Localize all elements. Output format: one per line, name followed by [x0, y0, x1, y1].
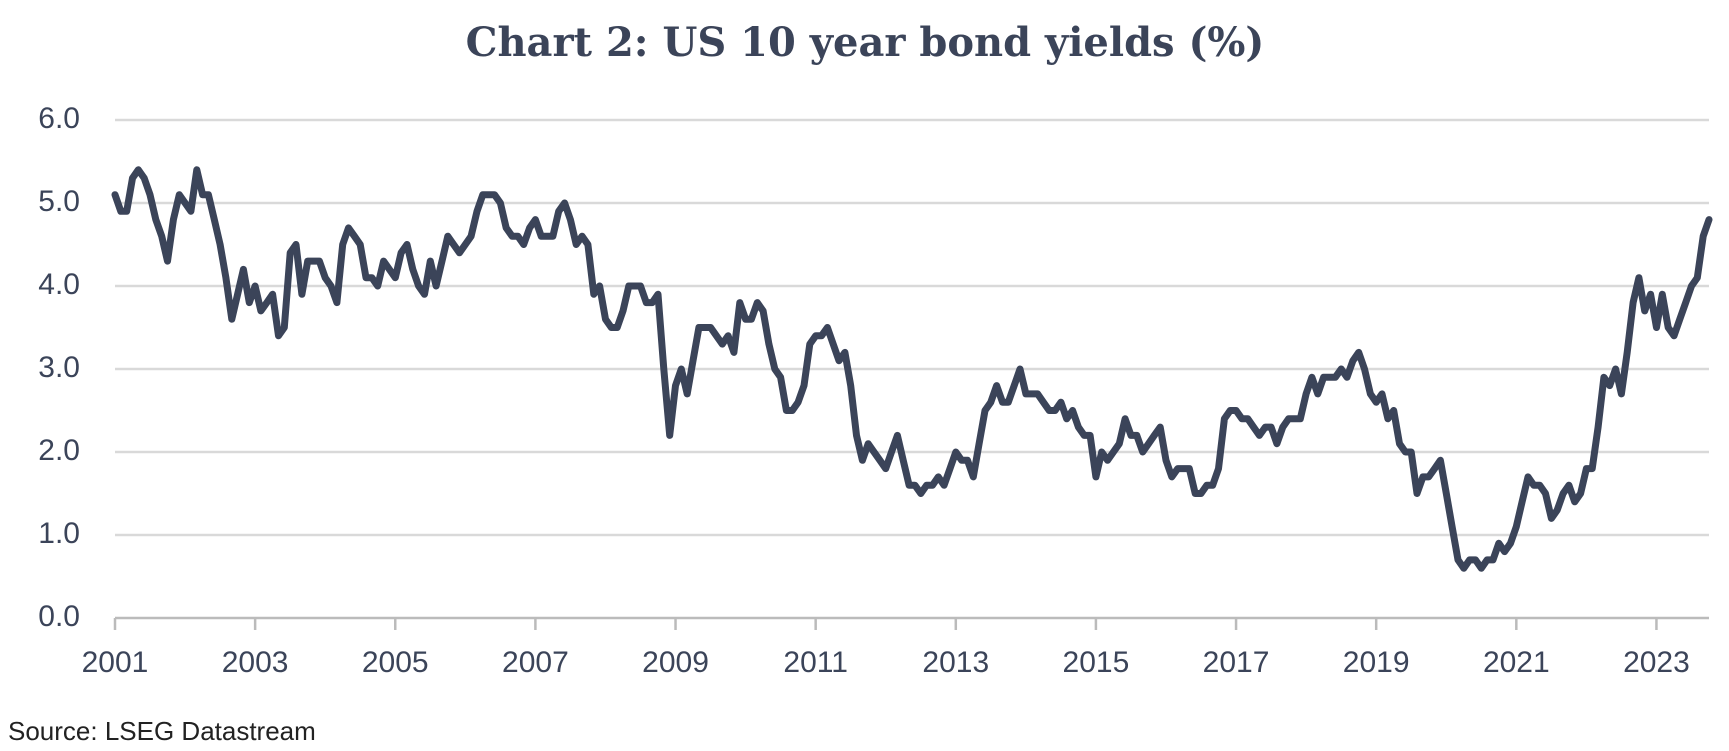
y-tick-label: 1.0	[38, 517, 80, 550]
source-note: Source: LSEG Datastream	[8, 716, 316, 746]
x-tick-label: 2017	[1203, 646, 1270, 679]
y-tick-label: 3.0	[38, 351, 80, 384]
x-tick-label: 2013	[922, 646, 989, 679]
x-tick-label: 2001	[82, 646, 149, 679]
x-tick-label: 2015	[1063, 646, 1130, 679]
x-tick-label: 2021	[1483, 646, 1550, 679]
y-tick-label: 4.0	[38, 268, 80, 301]
yield-line	[111, 166, 1713, 572]
x-tick-label: 2023	[1623, 646, 1690, 679]
y-tick-label: 6.0	[38, 102, 80, 135]
x-tick-label: 2007	[502, 646, 569, 679]
y-tick-label: 5.0	[38, 185, 80, 218]
x-tick-label: 2005	[362, 646, 429, 679]
x-tick-label: 2009	[642, 646, 709, 679]
x-tick-label: 2003	[222, 646, 289, 679]
x-tick-label: 2011	[783, 646, 848, 679]
x-tick-label: 2019	[1343, 646, 1410, 679]
y-tick-label: 2.0	[38, 434, 80, 467]
chart-title: Chart 2: US 10 year bond yields (%)	[466, 19, 1265, 66]
y-tick-label: 0.0	[38, 600, 80, 633]
